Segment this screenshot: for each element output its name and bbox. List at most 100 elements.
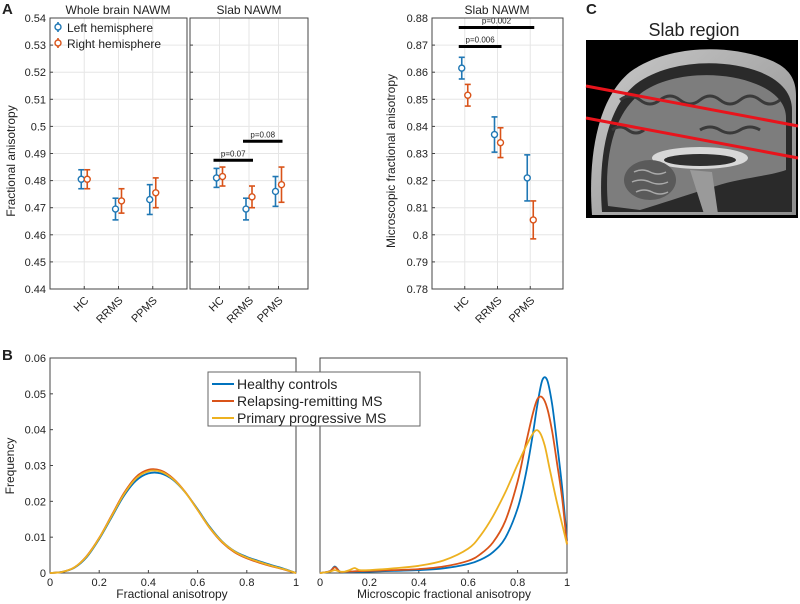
x-tick-label: 0.8 [510,577,525,589]
y-tick-label: 0.01 [25,532,46,544]
y-axis-label: Frequency [3,438,17,495]
mri-ventricle [664,154,736,166]
y-tick-label: 0.02 [25,496,46,508]
mri-cerebellum [624,160,676,200]
mean-point [529,216,537,224]
p-value-label: p=0.08 [250,130,275,139]
y-tick-label: 0.48 [25,176,46,188]
y-axis-label: Fractional anisotropy [4,105,18,216]
legend-marker [54,39,62,47]
mean-point [242,205,250,213]
mean-point [464,91,472,99]
slab-lower-boundary [585,116,799,160]
y-tick-label: 0.52 [25,67,46,79]
legend-box [207,371,421,427]
y-tick-label: 0.54 [25,13,46,25]
series-line-ppms [319,429,568,574]
mri-slab-image: Slab region [585,20,799,218]
y-tick-label: 0.05 [25,389,46,401]
series-line-hc [49,471,297,574]
mri-sulci [611,125,761,135]
mean-point [212,174,221,182]
x-tick-label: 0.2 [92,577,107,589]
y-tick-label: 0.04 [25,425,46,437]
legend-label: Left hemisphere [67,21,153,35]
y-tick-label: 0.06 [25,353,46,365]
p-value-label: p=0.07 [221,149,246,158]
y-tick-label: 0 [40,568,46,580]
y-tick-label: 0.5 [31,121,46,133]
mean-point [277,180,286,189]
y-tick-label: 0.88 [407,13,428,25]
y-tick-label: 0.84 [407,121,428,133]
mean-point [111,205,120,213]
x-tick-label: 0.8 [239,577,254,589]
mean-point [248,193,256,201]
y-tick-label: 0.8 [413,230,428,242]
slab-upper-boundary [585,84,799,128]
y-tick-label: 0.79 [407,257,428,269]
mri-cerebellum-folia [631,169,669,195]
chart-title: Slab NAWM [465,3,530,17]
mean-point [83,175,91,183]
panel-label-b: B [2,347,13,364]
mean-point [218,172,227,181]
chart-slab-micro-fa: Slab NAWM Microscopic fractional anisotr… [384,3,564,326]
axes-box [319,357,568,574]
chart-whole-brain-fa: Whole brain NAWM Fractional anisotropy 0… [4,3,188,326]
y-tick-label: 0.81 [407,203,428,215]
mean-point [152,189,160,197]
x-tick-label: RRMS [473,295,504,326]
mean-point [490,130,499,139]
x-tick-label: 0.2 [362,577,377,589]
mri-gyri [619,94,781,106]
legend-marker [54,23,62,31]
panel-label-a: A [2,1,13,18]
x-tick-label: HC [452,295,472,315]
p-value-label: p=0.006 [466,35,496,44]
panel-label-c: C [586,1,597,18]
y-tick-label: 0.45 [25,257,46,269]
chart-title: Whole brain NAWM [66,3,171,17]
x-tick-label: PPMS [255,295,286,326]
x-tick-label: RRMS [94,295,125,326]
x-tick-label: HC [207,295,227,315]
series-line-ppms [49,469,297,574]
mean-point [496,138,505,147]
mean-point [271,187,280,196]
x-axis-label: Microscopic fractional anisotropy [357,587,531,601]
x-tick-label: 0 [317,577,323,589]
chart-title: Slab NAWM [217,3,282,17]
mean-point [146,195,154,204]
chart-micro-fa-histogram: Microscopic fractional anisotropy 0 0.2 0.… [207,357,570,601]
y-tick-label: 0.51 [25,94,46,106]
y-tick-label: 0.47 [25,203,46,215]
panel-c-title: Slab region [648,20,739,40]
x-axis-label: Fractional anisotropy [116,587,227,601]
y-tick-label: 0.78 [407,284,428,296]
x-tick-label: 0.4 [141,577,156,589]
x-tick-label: 1 [564,577,570,589]
y-tick-label: 0.85 [407,94,428,106]
y-tick-label: 0.83 [407,149,428,161]
x-tick-label: 1 [293,577,299,589]
mean-point [77,175,85,183]
y-tick-label: 0.44 [25,284,46,296]
x-tick-label: 0.6 [190,577,205,589]
y-tick-label: 0.87 [407,40,428,52]
x-tick-label: PPMS [129,295,160,326]
x-tick-label: 0.6 [461,577,476,589]
x-tick-label: HC [72,295,92,315]
y-tick-label: 0.86 [407,67,428,79]
mri-brainstem [690,170,718,214]
chart-fa-histogram: Fractional anisotropy Frequency 0 0.2 0.4 0… [3,353,299,601]
legend-label: Right hemisphere [67,37,161,51]
mean-point [523,174,531,182]
x-tick-label: PPMS [507,295,538,326]
y-tick-label: 0.49 [25,149,46,161]
x-tick-label: 0.4 [411,577,426,589]
mean-point [458,64,466,72]
